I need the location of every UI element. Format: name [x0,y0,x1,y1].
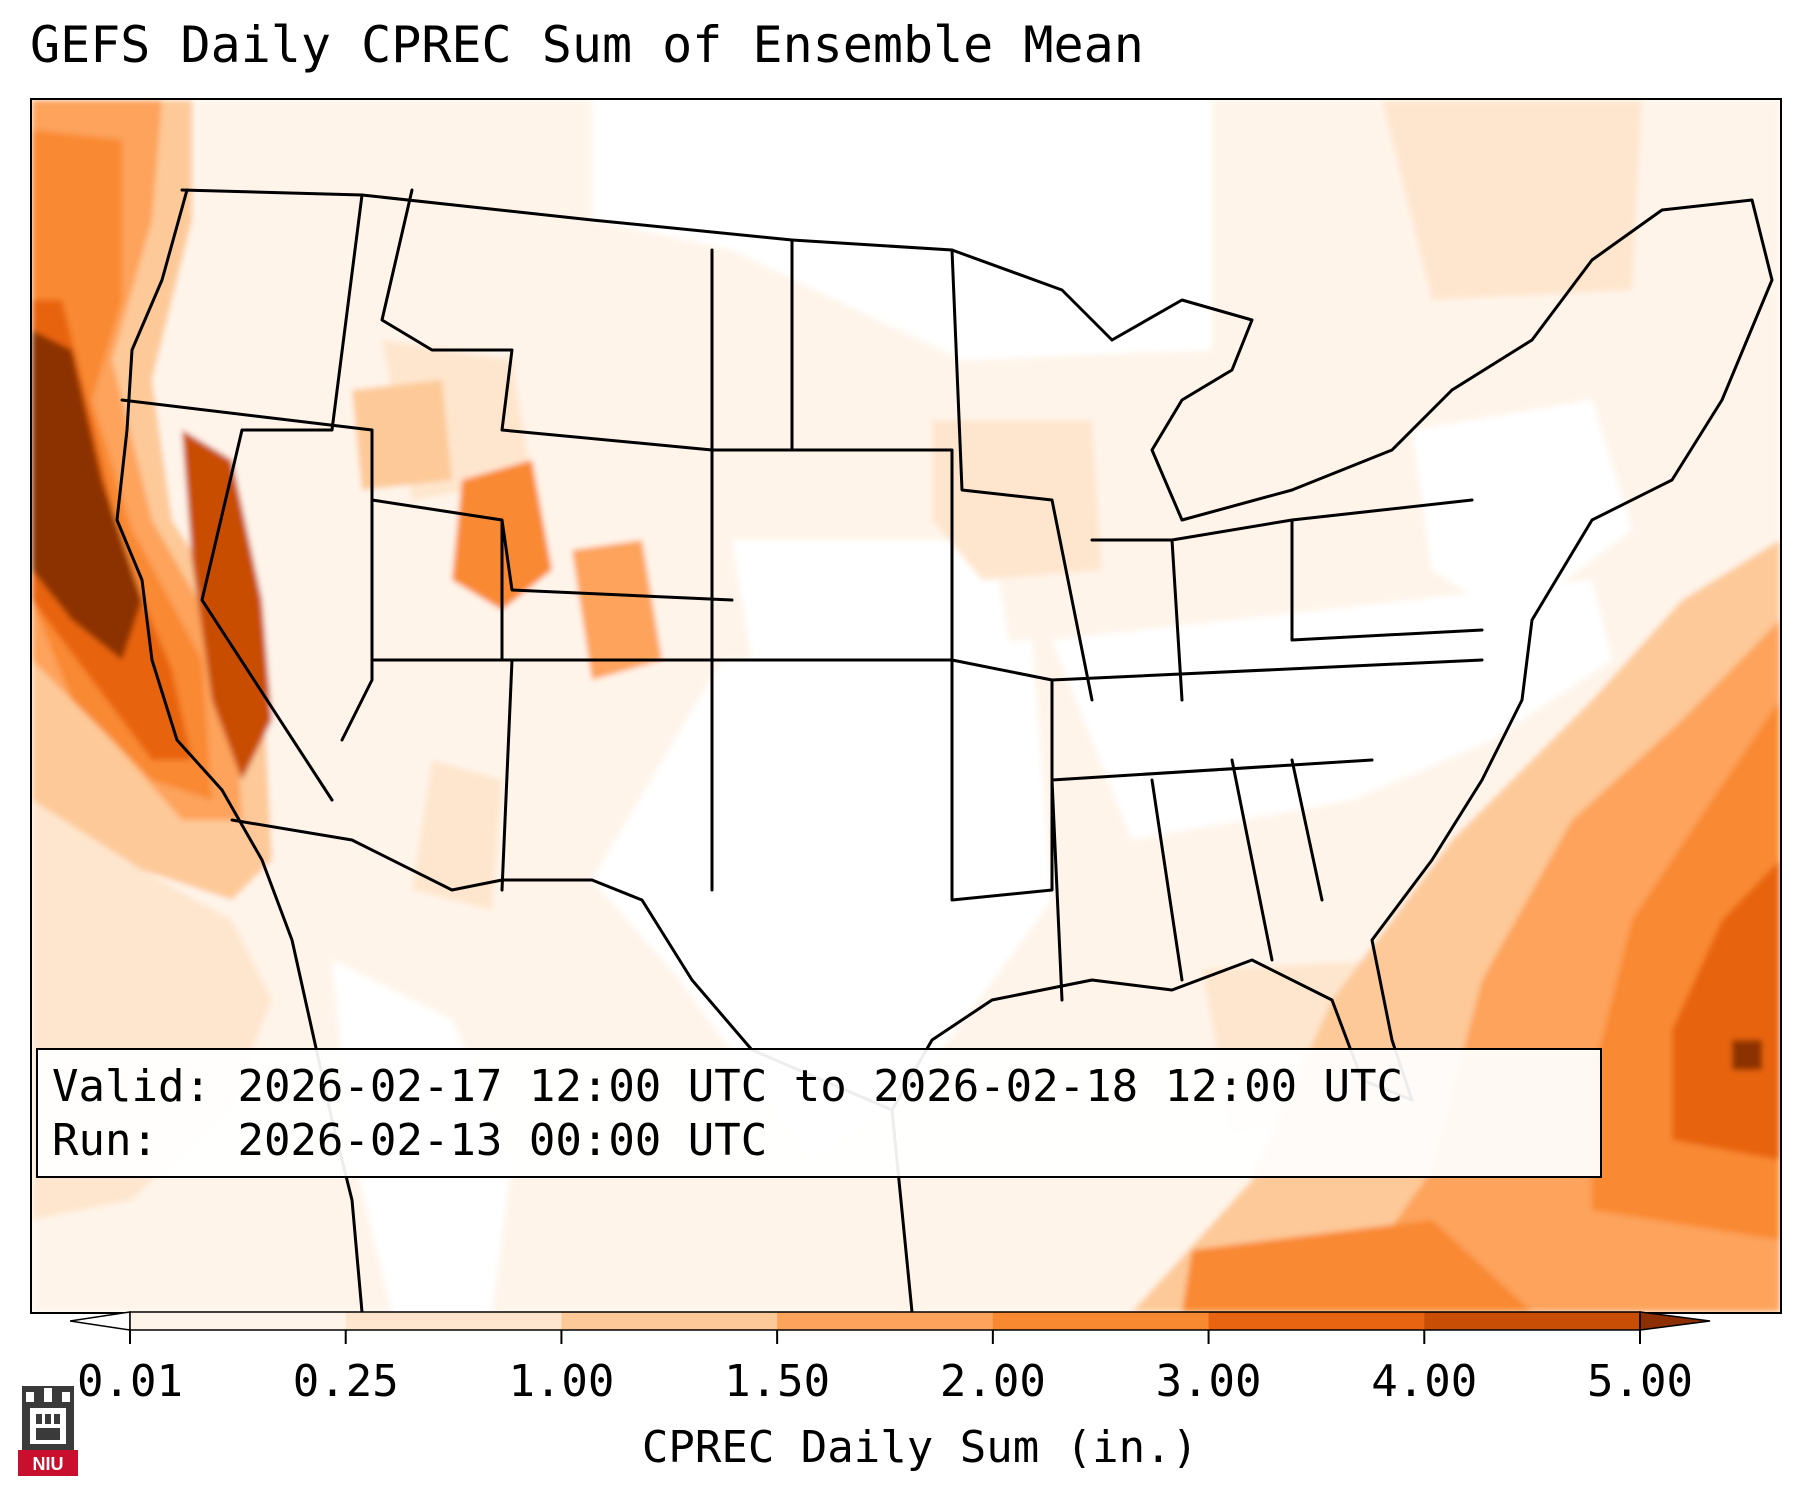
niu-logo: NIU [18,1386,78,1476]
colorbar-tick-label: 4.00 [1371,1356,1478,1407]
colorbar-segment [345,1312,562,1330]
colorbar-tick-label: 0.25 [292,1356,399,1407]
colorbar-segment [1424,1312,1641,1330]
valid-time-range: 2026-02-17 12:00 UTC to 2026-02-18 12:00… [237,1061,1404,1112]
colorbar-tick-label: 3.00 [1155,1356,1262,1407]
colorbar-tick-label: 5.00 [1587,1356,1693,1407]
colorbar-tick-label: 1.00 [508,1356,615,1407]
colorbar-segment [561,1312,778,1330]
map-title: GEFS Daily CPREC Sum of Ensemble Mean [30,16,1144,74]
run-time: 2026-02-13 00:00 UTC [237,1115,768,1166]
run-label: Run: [52,1115,158,1166]
colorbar-under-arrow [70,1311,131,1331]
colorbar-segment [1208,1312,1425,1330]
colorbar-tick-label: 0.01 [77,1356,183,1407]
great-lakes-outline [1110,298,1454,522]
valid-label: Valid: [52,1061,211,1112]
colorbar-segment [130,1312,347,1330]
mexico-border [230,818,894,1112]
atlantic-coastline [1370,198,1774,1102]
svg-text:NIU: NIU [33,1454,64,1474]
colorbar [70,1311,1711,1344]
colorbar-label: CPREC Daily Sum (in.) [641,1422,1199,1473]
colorbar-tick-label: 1.50 [724,1356,831,1407]
colorbar-segment [992,1312,1210,1330]
colorbar-segment [777,1312,994,1330]
colorbar-over-arrow [1639,1311,1711,1331]
map-boundaries [115,188,1774,1312]
colorbar-tick-label: 2.00 [939,1356,1046,1407]
validity-info-box: Valid: 2026-02-17 12:00 UTC to 2026-02-1… [36,1048,1602,1178]
